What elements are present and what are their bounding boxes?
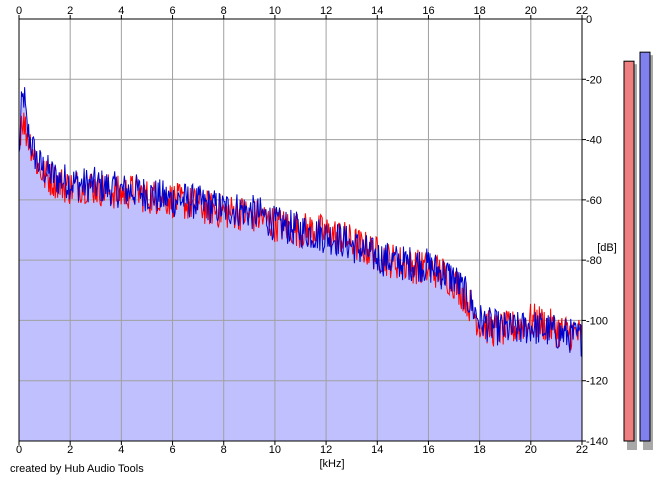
y-tick-label: -140 <box>586 436 608 448</box>
y-tick-label: -40 <box>586 135 602 147</box>
x-tick-label-top: 8 <box>221 5 227 17</box>
spectrum-fill-area <box>19 87 582 441</box>
y-tick-label: -60 <box>586 195 602 207</box>
x-tick-label-bottom: 16 <box>422 444 434 456</box>
y-tick-label: -120 <box>586 376 608 388</box>
y-tick-label: -20 <box>586 74 602 86</box>
level-meters <box>623 51 653 451</box>
x-tick-label-top: 0 <box>16 5 22 17</box>
x-tick-label-bottom: 20 <box>525 444 537 456</box>
credit-text: created by Hub Audio Tools <box>10 463 144 475</box>
axis-ticks: 002244668810101212141416161818202022220-… <box>16 5 608 456</box>
y-tick-label: 0 <box>586 14 592 26</box>
x-tick-label-top: 14 <box>371 5 383 17</box>
x-tick-label-bottom: 0 <box>16 444 22 456</box>
y-tick-label: -80 <box>586 255 602 267</box>
x-tick-label-top: 12 <box>320 5 332 17</box>
level-meter-right <box>639 51 651 442</box>
x-axis-label: [kHz] <box>319 458 344 470</box>
x-tick-label-bottom: 4 <box>118 444 124 456</box>
y-tick-label: -100 <box>586 315 608 327</box>
x-tick-label-bottom: 10 <box>269 444 281 456</box>
x-tick-label-top: 10 <box>269 5 281 17</box>
x-tick-label-top: 20 <box>525 5 537 17</box>
series-line-right <box>18 87 583 357</box>
x-tick-label-top: 18 <box>474 5 486 17</box>
x-tick-label-bottom: 22 <box>576 444 588 456</box>
plot-area <box>18 18 583 442</box>
x-tick-label-bottom: 14 <box>371 444 383 456</box>
x-tick-label-bottom: 2 <box>67 444 73 456</box>
plot-frame <box>18 18 583 442</box>
x-tick-label-bottom: 8 <box>221 444 227 456</box>
x-tick-label-bottom: 18 <box>474 444 486 456</box>
level-meter-left <box>623 60 635 442</box>
x-tick-label-top: 2 <box>67 5 73 17</box>
x-tick-label-bottom: 12 <box>320 444 332 456</box>
x-tick-label-top: 6 <box>169 5 175 17</box>
x-tick-label-top: 4 <box>118 5 124 17</box>
x-tick-label-top: 16 <box>422 5 434 17</box>
x-tick-label-top: 22 <box>576 5 588 17</box>
x-tick-label-bottom: 6 <box>169 444 175 456</box>
y-axis-label: [dB] <box>597 242 617 254</box>
